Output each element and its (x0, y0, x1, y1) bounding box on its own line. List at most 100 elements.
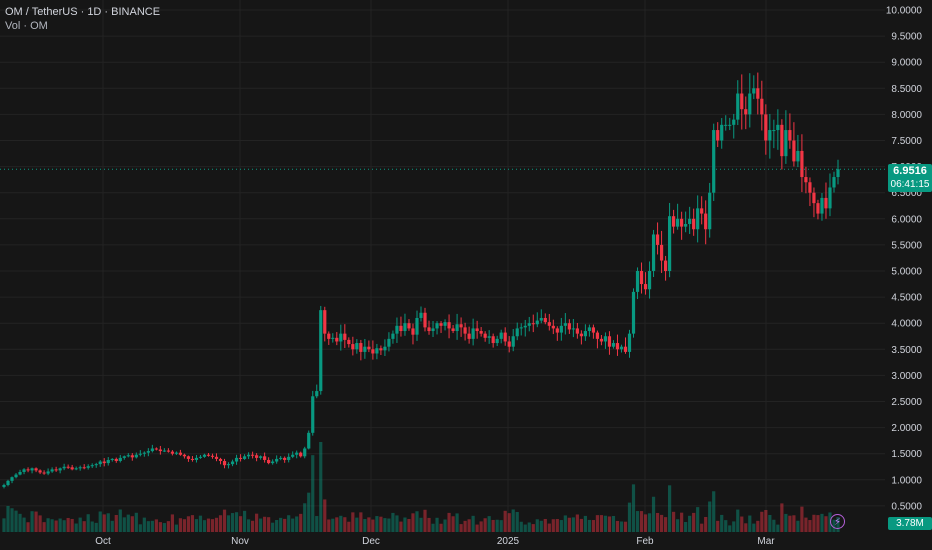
volume-bar (804, 517, 808, 532)
volume-bar (583, 515, 587, 532)
price-axis[interactable]: 10.00009.50009.00008.50008.00007.50007.0… (886, 6, 923, 513)
candle-body (655, 234, 660, 245)
volume-legend[interactable]: Vol · OM (5, 20, 48, 32)
volume-bar (58, 518, 62, 532)
volume-bar (579, 518, 583, 532)
candle-body (583, 331, 587, 337)
volume-bar (595, 515, 600, 532)
volume-bar (451, 516, 455, 532)
volume-bar (724, 520, 728, 532)
volume-bar (651, 496, 656, 532)
candle-body (816, 203, 820, 214)
candle-body (659, 244, 664, 261)
candle-body (784, 130, 788, 157)
volume-bar (198, 515, 203, 532)
symbol-title[interactable]: OM / TetherUS · 1D · BINANCE (5, 6, 161, 18)
time-axis[interactable]: Oct Nov Dec 2025 Feb Mar (95, 536, 775, 547)
candle-body (684, 224, 688, 227)
candle-body (563, 323, 567, 326)
volume-bar (383, 518, 387, 532)
candle-body (182, 454, 187, 457)
candle-body (98, 461, 102, 465)
volume-bar (311, 455, 315, 532)
volume-bar (467, 519, 471, 532)
volume-bar (796, 520, 800, 532)
candle-body (210, 455, 215, 457)
volume-bar (748, 515, 752, 532)
candle-body (503, 332, 507, 342)
volume-bar (299, 513, 303, 532)
volume-bar (279, 517, 283, 532)
candle-body (190, 458, 195, 460)
candle-body (22, 469, 26, 472)
candle-body (307, 432, 311, 449)
candle-body (339, 333, 343, 342)
candle-body (30, 468, 34, 471)
volume-bar (210, 519, 215, 532)
grid-lines (0, 0, 885, 532)
volume-bar (475, 524, 479, 532)
candle-body (696, 208, 700, 230)
volume-bar (511, 509, 515, 532)
price-tick-label: 3.0000 (891, 371, 922, 382)
candle-body (559, 325, 563, 333)
candle-body (599, 338, 604, 342)
candle-body (335, 337, 339, 342)
bar-countdown: 06:41:15 (890, 179, 930, 190)
volume-bar (226, 515, 231, 532)
candle-body (82, 467, 86, 469)
volume-bar (166, 521, 170, 532)
volume-bar (307, 492, 311, 532)
candle-body (515, 328, 519, 337)
candle-body (323, 310, 327, 334)
volume-bar (696, 507, 700, 532)
volume-bar (643, 514, 648, 532)
volume-bar (816, 515, 820, 532)
candle-body (527, 323, 531, 326)
candle-body (327, 333, 331, 339)
volume-bar (186, 516, 191, 532)
candle-body (214, 456, 219, 459)
volume-bar (98, 511, 102, 532)
candle-body (267, 459, 271, 464)
candle-body (551, 325, 555, 329)
lightning-icon[interactable]: ⚡ (830, 514, 845, 529)
volume-bar (218, 515, 223, 532)
candle-body (202, 454, 207, 457)
volume-bar (527, 522, 531, 532)
volume-bar (42, 522, 46, 532)
volume-bar (688, 515, 692, 532)
volume-bar (162, 523, 166, 532)
candle-body (487, 336, 491, 338)
candle-body (363, 346, 367, 352)
candle-body (639, 271, 644, 285)
candle-body (535, 320, 539, 325)
candle-body (744, 109, 748, 115)
volume-bar (599, 515, 604, 532)
price-tick-label: 0.5000 (891, 501, 922, 512)
candle-body (74, 468, 78, 470)
volume-bar (331, 518, 335, 532)
volume-bar (619, 521, 624, 532)
price-tick-label: 8.0000 (891, 110, 922, 121)
candle-body (603, 336, 608, 342)
candle-body (443, 322, 447, 326)
volume-bar (455, 513, 459, 532)
volume-bar (575, 514, 579, 532)
price-tick-label: 6.5000 (891, 188, 922, 199)
candle-body (34, 468, 38, 471)
volume-bar (271, 522, 275, 532)
volume-bar (459, 524, 463, 532)
volume-bar (463, 520, 467, 532)
volume-bar (792, 515, 796, 532)
volume-bar (820, 513, 824, 532)
candle-body (748, 93, 752, 115)
volume-bar (275, 519, 279, 532)
candle-body (379, 348, 383, 351)
volume-bar (190, 515, 195, 532)
volume-bar (708, 501, 712, 532)
volume-bar (303, 503, 307, 532)
candle-body (94, 464, 98, 466)
volume-bar (403, 517, 407, 532)
